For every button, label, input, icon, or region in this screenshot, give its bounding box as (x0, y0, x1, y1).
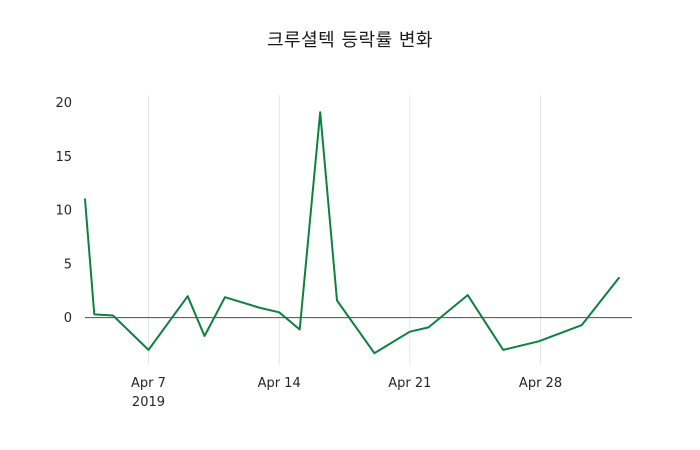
chart-title: 크루셜텍 등락률 변화 (267, 30, 433, 51)
x-tick-year-label: 2019 (132, 395, 165, 410)
series-line (84, 111, 620, 355)
y-tick-label: 10 (55, 204, 72, 219)
y-tick-label: 5 (64, 257, 72, 272)
x-tick-label: Apr 28 (519, 376, 562, 391)
x-tick-label: Apr 14 (258, 376, 301, 391)
y-tick-label: 0 (64, 311, 72, 326)
x-tick-label: Apr 21 (388, 376, 431, 391)
y-tick-label: 20 (55, 96, 72, 111)
y-tick-label: 15 (55, 150, 72, 165)
x-tick-label: Apr 7 (131, 376, 166, 391)
